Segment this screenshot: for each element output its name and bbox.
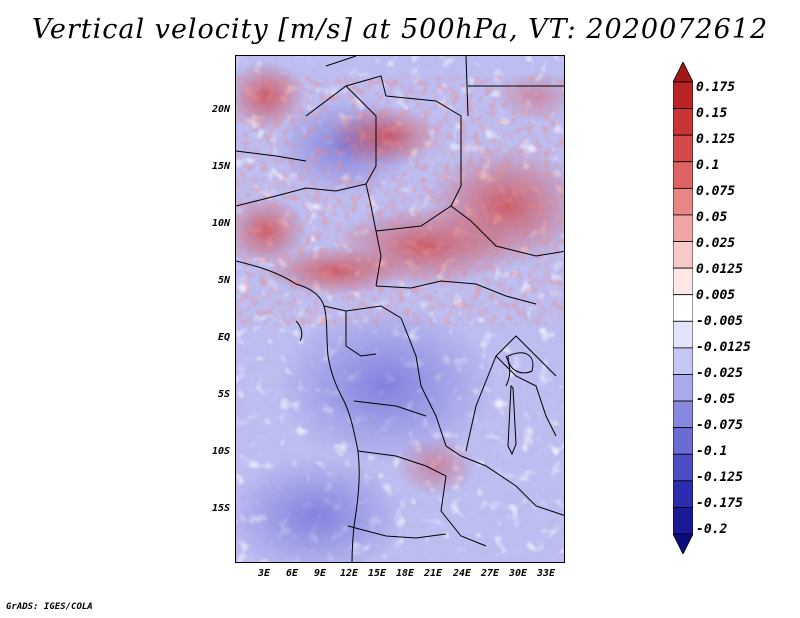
colorbar-label: -0.175 (696, 496, 743, 511)
colorbar-box (673, 507, 693, 535)
colorbar-box (673, 320, 693, 349)
map-canvas (236, 56, 564, 562)
colorbar-label: -0.125 (696, 470, 743, 485)
colorbar-box (673, 214, 693, 242)
lat-label-5s: 5S (217, 389, 230, 400)
colorbar-box (673, 134, 693, 163)
colorbar-label: 0.0125 (696, 262, 743, 277)
colorbar-label: 0.075 (696, 184, 736, 199)
colorbar-label: -0.005 (696, 314, 743, 329)
colorbar-box (673, 400, 693, 429)
descent-region-central (276, 306, 496, 466)
lat-label-15n: 15N (211, 161, 230, 172)
colorbar-label: -0.2 (696, 522, 728, 537)
lat-label-5n: 5N (217, 275, 230, 286)
colorbar-label: 0.15 (696, 106, 728, 121)
grads-credit: GrADS: IGES/COLA (6, 602, 93, 612)
colorbar (673, 62, 693, 554)
colorbar-box (673, 294, 693, 322)
lon-label-15e: 15E (367, 568, 387, 579)
lat-label-15s: 15S (211, 503, 230, 514)
colorbar-top-triangle (673, 62, 693, 83)
colorbar-box (673, 347, 693, 375)
colorbar-box (673, 81, 693, 109)
colorbar-box (673, 108, 693, 136)
ascent-texture (236, 76, 564, 326)
colorbar-box (673, 453, 693, 482)
colorbar-label: 0.175 (696, 80, 736, 95)
colorbar-bottom-triangle (673, 533, 693, 554)
map-title: Vertical velocity [m/s] at 500hPa, VT: 2… (31, 14, 769, 45)
colorbar-label: -0.05 (696, 392, 736, 407)
lon-label-24e: 24E (452, 568, 472, 579)
lakes (295, 320, 534, 456)
colorbar-label: -0.0125 (696, 340, 751, 355)
lat-label-eq: EQ (217, 332, 230, 343)
lat-label-10s: 10S (211, 446, 230, 457)
coastlines-and-borders (236, 56, 564, 562)
lon-label-6e: 6E (285, 568, 299, 579)
map-panel (235, 55, 565, 563)
colorbar-label: -0.1 (696, 444, 728, 459)
lon-label-9e: 9E (313, 568, 327, 579)
colorbar-label: 0.1 (696, 158, 720, 173)
colorbar-label: 0.005 (696, 288, 736, 303)
lon-label-12e: 12E (339, 568, 359, 579)
lat-label-20n: 20N (211, 104, 230, 115)
lon-label-30e: 30E (508, 568, 528, 579)
colorbar-label: -0.025 (696, 366, 743, 381)
colorbar-label: 0.125 (696, 132, 736, 147)
lon-label-3e: 3E (257, 568, 271, 579)
colorbar-box (673, 374, 693, 402)
lon-label-27e: 27E (480, 568, 500, 579)
colorbar-box (673, 267, 693, 296)
lon-label-18e: 18E (395, 568, 415, 579)
colorbar-box (673, 161, 693, 189)
colorbar-label: -0.075 (696, 418, 743, 433)
colorbar-boxes (673, 62, 693, 554)
lon-label-33e: 33E (536, 568, 556, 579)
colorbar-box (673, 427, 693, 455)
colorbar-box (673, 187, 693, 216)
lon-label-21e: 21E (423, 568, 443, 579)
colorbar-label: 0.025 (696, 236, 736, 251)
colorbar-box (673, 480, 693, 508)
colorbar-label: 0.05 (696, 210, 728, 225)
descent-region-south (236, 456, 406, 562)
lat-label-10n: 10N (211, 218, 230, 229)
colorbar-box (673, 241, 693, 269)
